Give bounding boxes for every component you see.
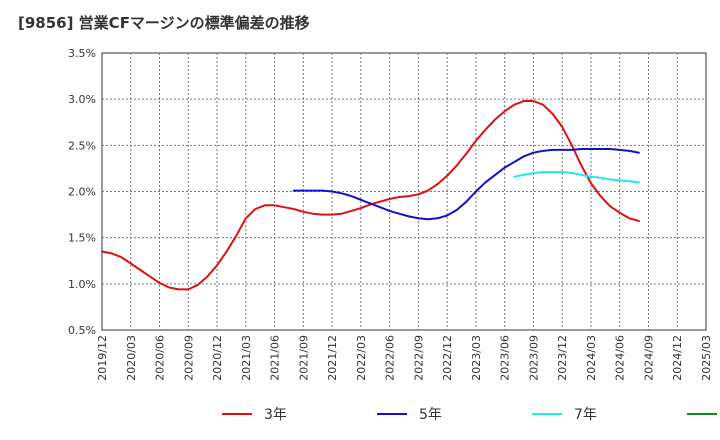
y-tick-label: 2.5% xyxy=(68,139,96,152)
x-tick-label: 2023/06 xyxy=(499,335,512,381)
legend: 3年5年7年10年 xyxy=(222,407,717,423)
x-axis: 2019/12 2020/03 2020/06 2020/09 2020/12 2021/… xyxy=(96,335,713,381)
legend-label: 5年 xyxy=(419,407,442,423)
series-line-5年 xyxy=(292,148,640,221)
legend-label: 3年 xyxy=(264,407,287,423)
x-tick-label: 2021/06 xyxy=(269,335,282,381)
x-tick-label: 2020/03 xyxy=(125,335,138,381)
x-tick-label: 2023/09 xyxy=(527,335,540,381)
y-tick-label: 0.5% xyxy=(68,324,96,337)
series-lines xyxy=(101,100,640,291)
y-tick-label: 3.0% xyxy=(68,93,96,106)
x-tick-label: 2022/12 xyxy=(441,335,454,381)
x-tick-label: 2024/09 xyxy=(642,335,655,381)
x-tick-label: 2021/09 xyxy=(297,335,310,381)
x-tick-label: 2019/12 xyxy=(96,335,109,381)
x-tick-label: 2021/12 xyxy=(326,335,339,381)
grid-lines xyxy=(102,53,706,330)
x-tick-label: 2020/09 xyxy=(182,335,195,381)
x-tick-label: 2021/03 xyxy=(240,335,253,381)
x-tick-label: 2024/06 xyxy=(614,335,627,381)
x-tick-label: 2023/03 xyxy=(470,335,483,381)
y-tick-label: 1.0% xyxy=(68,278,96,291)
x-tick-label: 2023/12 xyxy=(556,335,569,381)
x-tick-label: 2022/03 xyxy=(355,335,368,381)
y-axis: 0.5% 1.0% 1.5% 2.0% 2.5% 3.0% 3.5% xyxy=(68,47,96,337)
chart-title: [9856] 営業CFマージンの標準偏差の推移 xyxy=(18,14,310,32)
x-tick-label: 2020/06 xyxy=(154,335,167,381)
y-tick-label: 2.0% xyxy=(68,186,96,199)
x-tick-label: 2024/03 xyxy=(585,335,598,381)
series-line-7年 xyxy=(513,171,640,184)
y-tick-label: 1.5% xyxy=(68,232,96,245)
x-tick-label: 2022/06 xyxy=(384,335,397,381)
y-tick-label: 3.5% xyxy=(68,47,96,60)
x-tick-label: 2025/03 xyxy=(700,335,713,381)
x-tick-label: 2020/12 xyxy=(211,335,224,381)
x-tick-label: 2022/09 xyxy=(412,335,425,381)
legend-label: 7年 xyxy=(574,407,597,423)
x-tick-label: 2024/12 xyxy=(671,335,684,381)
